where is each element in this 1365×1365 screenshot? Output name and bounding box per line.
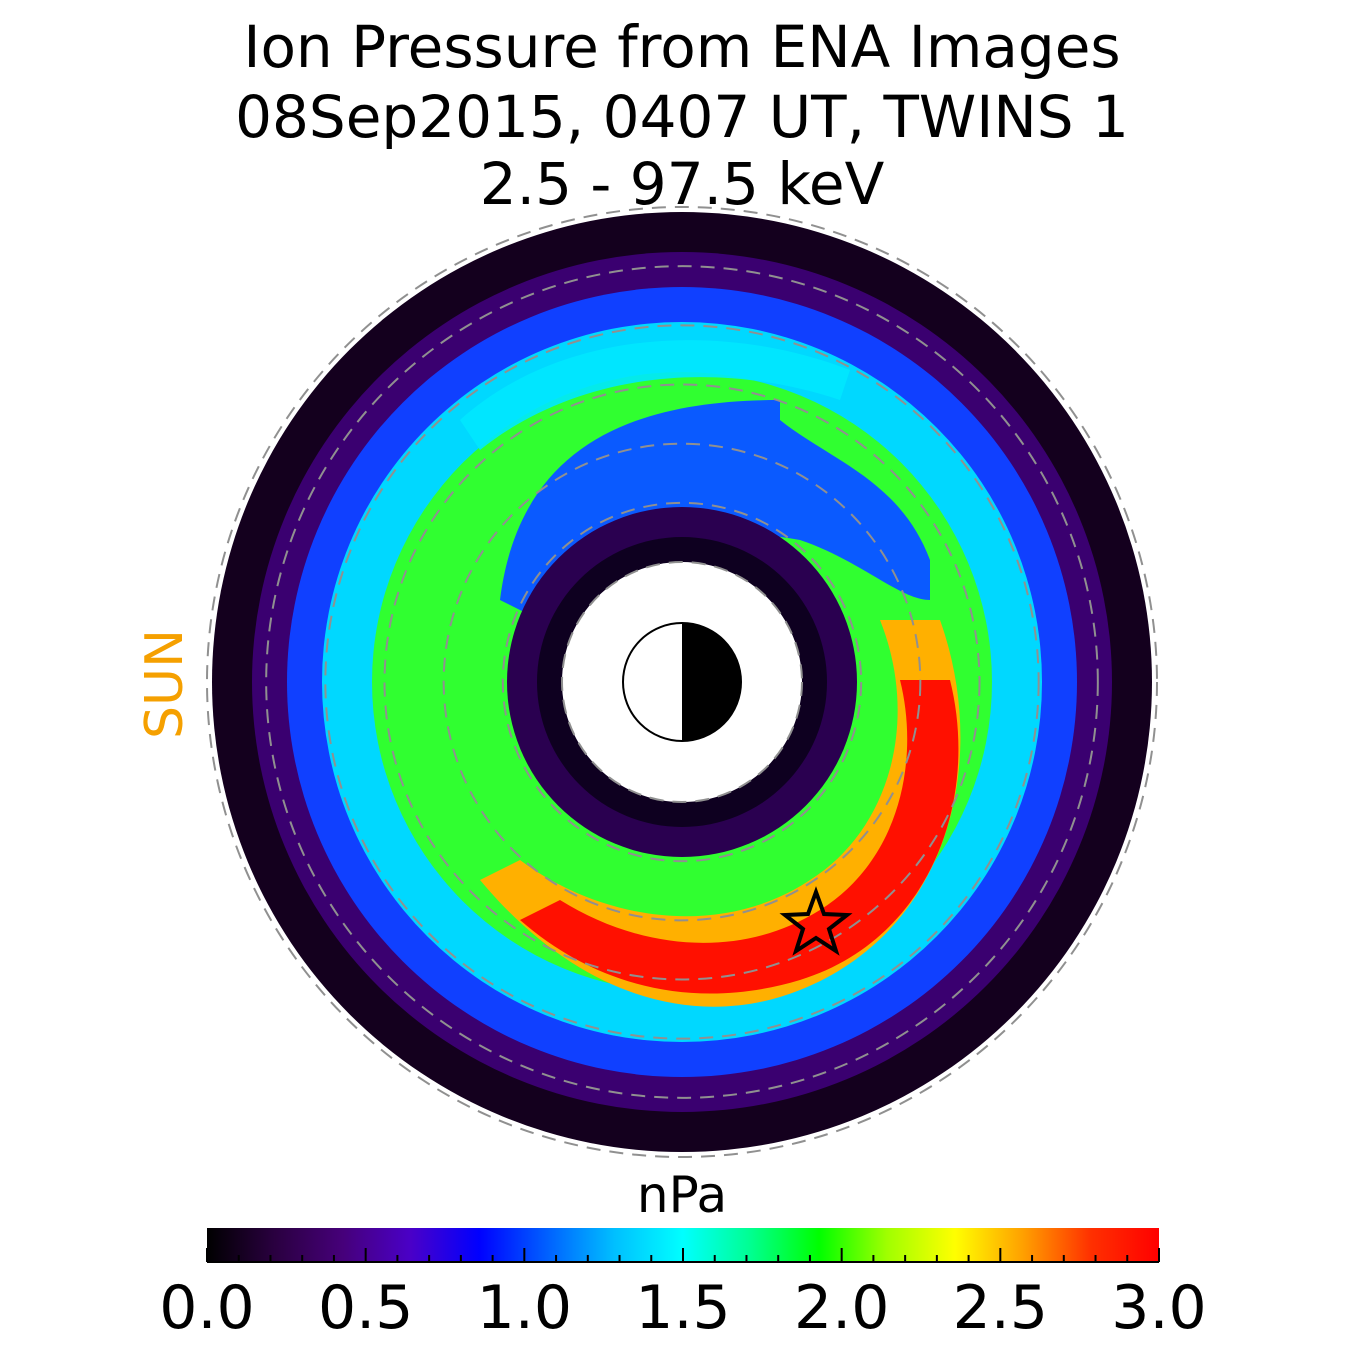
sun-direction-label: SUN <box>135 629 195 739</box>
dashed-radial-grid <box>206 206 1158 1158</box>
colorbar-tick-label: 1.0 <box>477 1273 572 1343</box>
colorbar-tick-label: 2.5 <box>953 1273 1048 1343</box>
colorbar-tick-label: 2.0 <box>794 1273 889 1343</box>
satellite-star-icon <box>779 886 853 956</box>
colorbar-tick-label: 1.5 <box>635 1273 730 1343</box>
dashed-circle-3re <box>501 501 863 863</box>
map-cyan-streak <box>460 340 850 450</box>
dashed-circle-6re <box>324 324 1040 1040</box>
earth-icon <box>622 622 742 742</box>
dashed-circle-5re <box>383 383 981 981</box>
dashed-circle-4re <box>442 442 922 922</box>
colorbar-tick-label: 3.0 <box>1111 1273 1206 1343</box>
colorbar-unit-label: nPa <box>637 1166 727 1224</box>
chart-title-line-1: Ion Pressure from ENA Images <box>243 13 1120 81</box>
chart-title-line-2: 08Sep2015, 0407 UT, TWINS 1 <box>235 83 1129 151</box>
colorbar-tick-label: 0.0 <box>159 1273 254 1343</box>
dashed-circle-2re <box>561 561 803 803</box>
dashed-circle-8re <box>206 206 1158 1158</box>
dashed-circle-7re <box>265 265 1099 1099</box>
colorbar-tick-label: 0.5 <box>318 1273 413 1343</box>
colorbar-ticks: 0.0 0.5 1.0 1.5 2.0 2.5 3.0 <box>159 1248 1207 1343</box>
